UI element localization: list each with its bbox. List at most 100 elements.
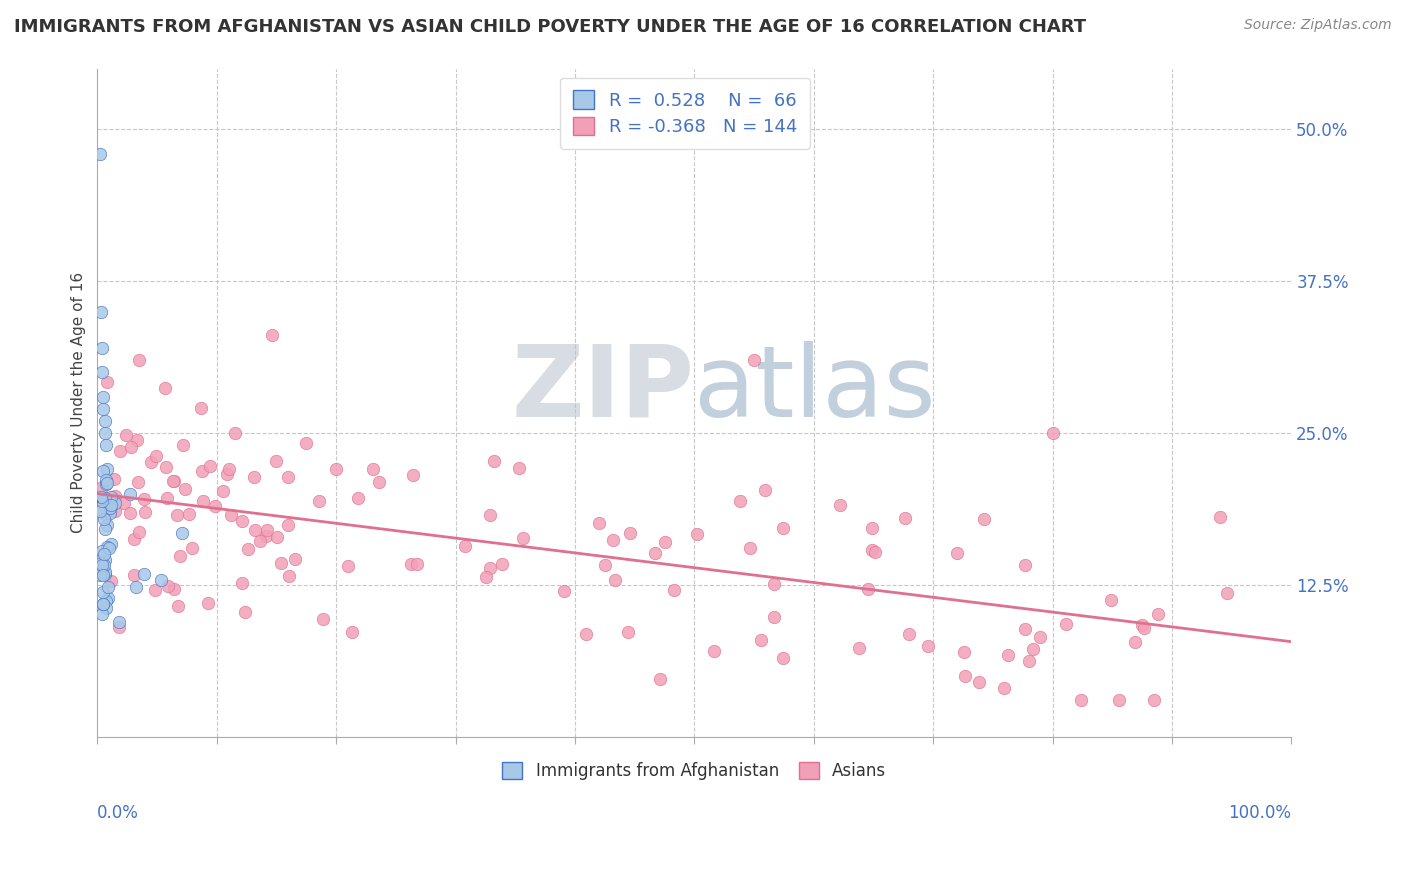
Point (898, 626, 921, 640)
Point (153, 381, 176, 395)
Point (97, 505, 120, 519)
Point (238, 542, 260, 557)
Point (91, 365, 114, 379)
Point (150, 573, 173, 587)
Point (127, 475, 149, 489)
Point (96, 594, 118, 608)
Point (243, 523, 266, 537)
Text: atlas: atlas (695, 341, 936, 438)
Point (93, 425, 115, 440)
Point (190, 401, 212, 416)
Point (163, 582, 186, 597)
Point (91, 480, 114, 494)
Point (617, 625, 640, 640)
Point (478, 508, 501, 523)
Point (772, 650, 794, 665)
Point (738, 541, 761, 556)
Point (1216, 586, 1239, 600)
Point (94, 507, 117, 521)
Point (87, 562, 110, 576)
Legend: Immigrants from Afghanistan, Asians: Immigrants from Afghanistan, Asians (494, 754, 894, 789)
Point (143, 582, 166, 597)
Point (97, 541, 120, 555)
Point (166, 599, 188, 614)
Point (211, 484, 233, 499)
Point (772, 521, 794, 535)
Point (917, 639, 939, 653)
Point (91, 341, 114, 355)
Point (231, 576, 253, 591)
Point (1018, 654, 1040, 668)
Point (156, 491, 179, 505)
Point (91, 503, 114, 517)
Point (762, 577, 785, 591)
Point (96, 375, 118, 389)
Point (703, 644, 725, 658)
Point (728, 493, 751, 508)
Point (193, 494, 215, 508)
Point (124, 532, 146, 546)
Point (479, 561, 502, 575)
Point (120, 487, 142, 501)
Point (91, 401, 114, 416)
Point (233, 605, 256, 619)
Point (686, 527, 709, 541)
Point (94, 473, 117, 487)
Point (1021, 641, 1043, 656)
Point (347, 491, 370, 506)
Point (100, 574, 122, 589)
Point (132, 567, 155, 582)
Point (97, 580, 120, 594)
Point (177, 507, 200, 521)
Point (311, 611, 333, 625)
Point (198, 458, 221, 473)
Point (1209, 510, 1232, 524)
Point (96, 475, 118, 490)
Point (337, 558, 360, 573)
Point (952, 645, 974, 659)
Point (180, 541, 202, 555)
Point (89, 567, 111, 582)
Point (308, 494, 330, 508)
Point (100, 537, 122, 551)
Point (97, 495, 120, 509)
Point (973, 511, 995, 525)
Point (363, 462, 385, 476)
Point (553, 583, 575, 598)
Point (91, 597, 114, 611)
Point (405, 557, 427, 571)
Point (654, 535, 676, 549)
Point (104, 504, 127, 518)
Point (602, 533, 624, 547)
Point (94, 522, 117, 536)
Point (94, 477, 117, 491)
Point (1123, 635, 1146, 649)
Point (91, 585, 114, 599)
Point (108, 615, 131, 629)
Point (93, 547, 115, 561)
Point (454, 539, 477, 553)
Point (94, 491, 117, 505)
Point (145, 449, 167, 463)
Point (830, 498, 852, 512)
Point (742, 353, 765, 368)
Point (89, 504, 111, 518)
Point (172, 438, 194, 452)
Point (156, 579, 179, 593)
Point (132, 492, 155, 507)
Point (108, 443, 131, 458)
Text: IMMIGRANTS FROM AFGHANISTAN VS ASIAN CHILD POVERTY UNDER THE AGE OF 16 CORRELATI: IMMIGRANTS FROM AFGHANISTAN VS ASIAN CHI… (14, 18, 1087, 36)
Point (588, 516, 610, 531)
Point (114, 427, 136, 442)
Point (894, 511, 917, 525)
Point (191, 464, 214, 478)
Point (224, 425, 246, 440)
Point (749, 633, 772, 648)
Point (512, 531, 534, 545)
Point (1070, 693, 1092, 707)
Point (367, 475, 389, 489)
Point (294, 436, 316, 450)
Point (1147, 607, 1170, 621)
Point (163, 474, 186, 488)
Point (1014, 622, 1036, 636)
